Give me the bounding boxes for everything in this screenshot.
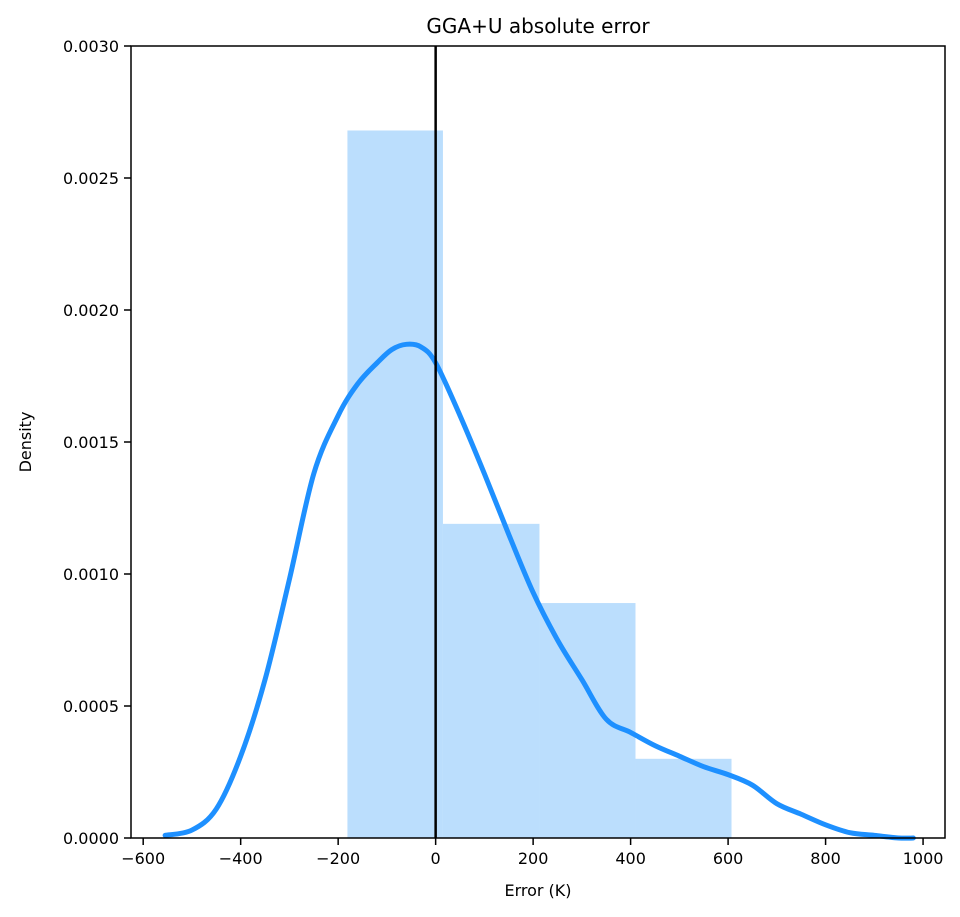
x-tick-label: 800 (810, 849, 841, 868)
y-axis-ticks: 0.0000 0.0005 0.0010 0.0015 0.0020 0.0025 0.00… (63, 37, 131, 848)
y-axis-label: Density (16, 412, 35, 473)
x-axis-label: Error (K) (504, 881, 571, 900)
x-tick-label: 1000 (903, 849, 944, 868)
histogram-bar-3 (539, 603, 636, 838)
y-tick-label: 0.0005 (63, 697, 119, 716)
x-tick-label: −400 (219, 849, 263, 868)
x-tick-label: 400 (615, 849, 646, 868)
x-axis-ticks: −600 −400 −200 0 200 400 600 800 1000 (121, 838, 943, 868)
histogram-bar-1 (347, 130, 443, 839)
y-tick-label: 0.0020 (63, 301, 119, 320)
x-tick-label: 200 (518, 849, 549, 868)
chart-title: GGA+U absolute error (426, 14, 650, 38)
y-tick-label: 0.0015 (63, 433, 119, 452)
x-tick-label: −200 (316, 849, 360, 868)
x-tick-label: 600 (713, 849, 744, 868)
histogram-bars (347, 130, 732, 839)
x-tick-label: 0 (431, 849, 441, 868)
y-tick-label: 0.0030 (63, 37, 119, 56)
y-tick-label: 0.0010 (63, 565, 119, 584)
kde-curve (162, 341, 916, 841)
x-tick-label: −600 (121, 849, 165, 868)
y-tick-label: 0.0025 (63, 169, 119, 188)
y-tick-label: 0.0000 (63, 829, 119, 848)
kde-line (162, 341, 916, 841)
